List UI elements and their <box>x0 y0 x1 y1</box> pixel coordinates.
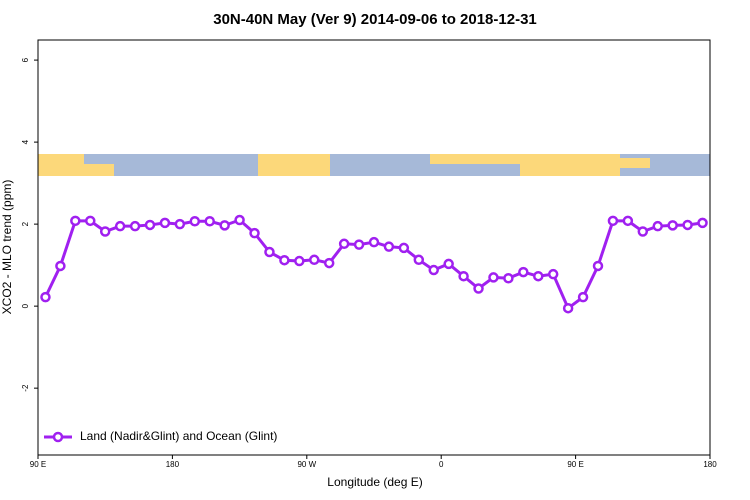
y-tick-label: 2 <box>21 221 30 226</box>
point <box>398 242 410 254</box>
point <box>682 219 693 231</box>
point <box>85 215 96 227</box>
point <box>234 214 245 226</box>
point <box>204 216 215 227</box>
x-tick-label: 90 E <box>30 460 46 469</box>
y-tick-label: 4 <box>21 139 30 144</box>
point <box>114 220 126 232</box>
point <box>413 254 425 266</box>
point <box>652 220 663 232</box>
point <box>40 291 51 303</box>
point <box>667 220 678 231</box>
point <box>129 220 141 232</box>
series-line <box>44 218 703 311</box>
point <box>323 257 335 269</box>
y-tick-label: -2 <box>21 384 30 392</box>
point <box>533 270 544 282</box>
point <box>697 217 708 229</box>
point <box>488 272 499 283</box>
point <box>458 270 469 282</box>
land <box>620 158 650 168</box>
point <box>264 246 275 258</box>
point <box>353 239 365 250</box>
point <box>592 260 604 272</box>
point <box>473 283 484 294</box>
x-tick-label: 0 <box>439 460 444 469</box>
point <box>428 264 439 276</box>
point <box>174 218 186 230</box>
point <box>443 258 454 270</box>
chart-title: 30N-40N May (Ver 9) 2014-09-06 to 2018-1… <box>213 11 537 28</box>
point <box>338 238 350 250</box>
x-tick-label: 180 <box>703 460 717 469</box>
legend-label: Land (Nadir&Glint) and Ocean (Glint) <box>80 429 277 443</box>
y-axis-label: XCO2 - MLO trend (ppm) <box>0 180 14 315</box>
land <box>520 154 620 176</box>
point <box>503 273 514 284</box>
x-tick-label: 90 E <box>567 460 583 469</box>
point <box>383 241 395 252</box>
point <box>70 215 81 227</box>
legend-marker <box>52 431 64 443</box>
map-strip <box>38 154 710 176</box>
x-tick-label: 180 <box>166 460 180 469</box>
point <box>189 216 201 227</box>
x-axis-label: Longitude (deg E) <box>327 475 422 489</box>
y-tick-label: 6 <box>21 57 30 62</box>
point <box>518 266 529 278</box>
point <box>547 268 559 280</box>
point <box>637 226 649 237</box>
point <box>562 302 574 314</box>
land <box>38 154 84 176</box>
land <box>430 154 520 164</box>
point <box>99 226 111 237</box>
point <box>219 220 230 231</box>
point <box>55 260 66 272</box>
point <box>279 254 290 266</box>
point <box>607 215 619 227</box>
land <box>258 154 330 176</box>
point <box>294 255 305 267</box>
land <box>84 164 114 176</box>
point <box>159 217 171 229</box>
point <box>309 254 320 266</box>
point <box>249 227 260 239</box>
x-tick-label: 90 W <box>297 460 316 469</box>
y-tick-label: 0 <box>21 303 30 308</box>
point <box>144 219 156 231</box>
point <box>622 215 634 227</box>
point <box>577 291 589 303</box>
plot-frame <box>37 39 711 456</box>
point <box>368 236 380 248</box>
